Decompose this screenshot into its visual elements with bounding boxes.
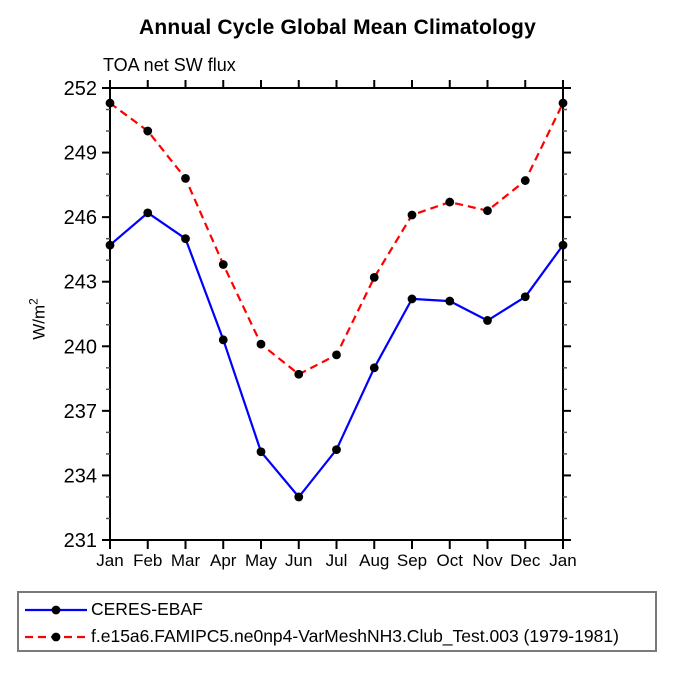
chart-subtitle: TOA net SW flux	[103, 55, 236, 75]
data-point-marker	[105, 240, 115, 250]
data-point-marker	[143, 208, 153, 218]
data-point-marker	[369, 363, 379, 373]
data-point-marker	[407, 210, 417, 220]
legend-entry-ceres: CERES-EBAF	[19, 596, 655, 623]
chart-title: Annual Cycle Global Mean Climatology	[139, 16, 536, 39]
data-point-marker	[181, 234, 190, 244]
x-tick-label: Aug	[359, 551, 389, 570]
x-tick-label: Apr	[210, 551, 237, 570]
legend: CERES-EBAF f.e15a6.FAMIPC5.ne0np4-VarMes…	[17, 591, 657, 652]
data-point-marker	[332, 350, 341, 360]
data-point-marker	[520, 292, 530, 302]
data-point-marker	[483, 206, 492, 216]
legend-line-sample-solid	[25, 605, 87, 614]
x-tick-label: Jul	[326, 551, 348, 570]
data-point-marker	[294, 369, 304, 379]
y-tick-label: 234	[64, 465, 97, 487]
x-tick-label: Oct	[437, 551, 464, 570]
x-tick-label: May	[245, 551, 278, 570]
y-tick-label: 237	[64, 401, 97, 423]
data-point-marker	[483, 316, 492, 325]
legend-line-sample-dashed	[25, 632, 87, 641]
data-point-marker	[181, 174, 190, 183]
data-point-marker	[445, 296, 455, 306]
x-tick-label: Mar	[171, 551, 201, 570]
legend-label-model: f.e15a6.FAMIPC5.ne0np4-VarMeshNH3.Club_T…	[91, 626, 619, 646]
x-tick-label: Jan	[549, 551, 576, 570]
x-tick-label: Jan	[96, 551, 123, 570]
x-tick-label: Dec	[510, 551, 541, 570]
y-tick-label: 246	[64, 207, 97, 229]
x-tick-label: Nov	[472, 551, 503, 570]
axis-box	[109, 87, 564, 541]
data-point-marker	[558, 98, 568, 108]
data-point-marker	[407, 294, 417, 304]
data-point-marker	[294, 492, 304, 502]
y-tick-label: 240	[64, 336, 97, 358]
y-tick-label: 249	[64, 143, 97, 165]
data-point-marker	[143, 126, 153, 136]
x-tick-label: Sep	[397, 551, 427, 570]
x-tick-label: Jun	[285, 551, 312, 570]
legend-sample-marker-icon	[51, 632, 61, 641]
data-point-marker	[218, 260, 228, 269]
data-point-marker	[105, 98, 115, 108]
legend-sample-marker-icon	[51, 605, 61, 614]
data-point-marker	[445, 197, 455, 207]
data-point-marker	[558, 240, 568, 250]
legend-entry-model: f.e15a6.FAMIPC5.ne0np4-VarMeshNH3.Club_T…	[19, 623, 655, 650]
data-point-marker	[218, 335, 228, 345]
data-point-marker	[520, 176, 530, 185]
data-point-marker	[256, 339, 266, 349]
y-tick-label: 252	[64, 78, 97, 100]
x-tick-label: Feb	[133, 551, 162, 570]
data-point-marker	[369, 273, 379, 282]
data-point-marker	[256, 447, 266, 457]
y-tick-label: 231	[64, 530, 97, 552]
data-point-marker	[332, 445, 341, 454]
y-tick-label: 243	[64, 272, 97, 294]
legend-label-ceres: CERES-EBAF	[91, 599, 203, 619]
series-line-model	[109, 102, 564, 376]
